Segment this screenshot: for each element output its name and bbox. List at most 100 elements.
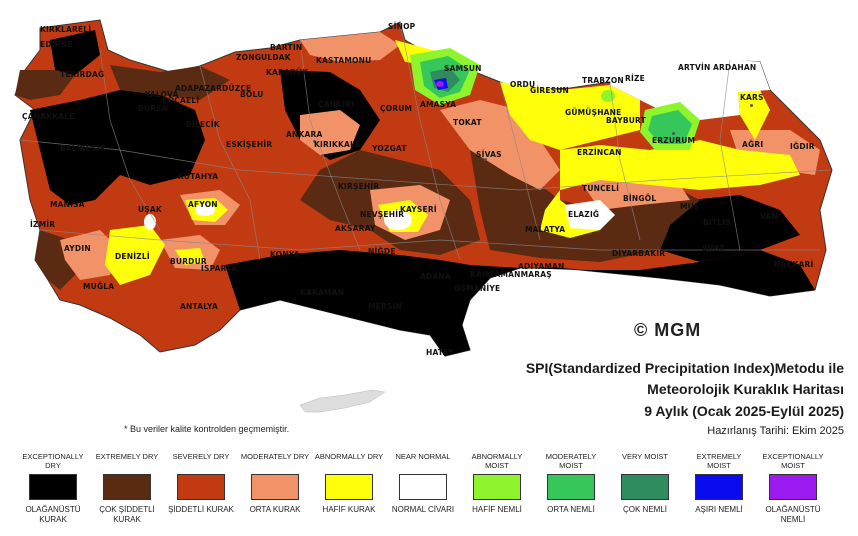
- legend-item-exceptionally-dry: EXCEPTIONALLY DRY OLAĞANÜSTÜ KURAK: [18, 452, 88, 525]
- abnormally-dry-kars: [738, 90, 770, 140]
- city-label-corum: ÇORUM: [380, 104, 413, 113]
- moderately-moist-erzurum: [648, 110, 692, 144]
- moderately-dry-north: [300, 32, 400, 62]
- city-label-nigde: NİĞDE: [368, 247, 396, 256]
- moderately-dry-east: [440, 100, 560, 190]
- city-label-bursa: BURSA: [138, 104, 168, 113]
- city-dot-kars: [750, 104, 753, 107]
- city-label-karaman: KARAMAN: [300, 288, 345, 297]
- city-label-hakkari: HAKKARİ: [774, 260, 814, 269]
- exceptionally-dry-south: [225, 250, 815, 356]
- city-label-burdur: BURDUR: [170, 257, 207, 266]
- legend-label-en: EXCEPTIONALLY MOIST: [762, 452, 824, 470]
- legend-label-en: SEVERELY DRY: [172, 452, 230, 461]
- legend-item-near-normal: NEAR NORMAL NORMAL CİVARI: [388, 452, 458, 515]
- city-label-kahramanmaras: KAHRAMANMARAŞ: [470, 270, 552, 279]
- city-label-ankara: ANKARA: [286, 130, 323, 139]
- city-label-kars: KARS: [740, 93, 764, 102]
- legend-item-very-moist: VERY MOIST ÇOK NEMLİ: [610, 452, 680, 515]
- city-label-siirt: SİİRT: [702, 244, 725, 253]
- exceptionally-dry-west: [30, 90, 205, 205]
- exceptionally-moist-samsun: [436, 81, 444, 87]
- legend-swatch: [251, 474, 299, 500]
- city-label-ordu: ORDU: [510, 80, 536, 89]
- city-label-elazig: ELAZIĞ: [568, 210, 600, 219]
- city-label-aksaray: AKSARAY: [335, 224, 376, 233]
- city-label-mersin: MERSİN: [368, 302, 403, 311]
- near-normal-nevsehir: [384, 210, 412, 230]
- near-normal-usak: [144, 214, 156, 230]
- city-label-tokat: TOKAT: [453, 118, 482, 127]
- near-normal-afyon: [195, 204, 215, 216]
- city-label-hatay: HATAY: [426, 348, 454, 357]
- city-label-tunceli: TUNCELİ: [582, 184, 620, 193]
- title-line-1: SPI(Standardized Precipitation Index)Met…: [525, 360, 844, 376]
- legend-label-en: EXTREMELY DRY: [95, 452, 159, 461]
- legend-label-tr: HAFİF KURAK: [322, 505, 376, 514]
- city-label-ardahan: ARDAHAN: [713, 63, 757, 72]
- legend-label-en: MODERATELY MOIST: [545, 452, 597, 470]
- city-label-karabuk: KARABÜK: [266, 68, 309, 77]
- legend-label-tr: OLAĞANÜSTÜ NEMLİ: [765, 505, 821, 524]
- city-label-erzurum: ERZURUM: [652, 136, 696, 145]
- legend-label-tr: HAFİF NEMLİ: [472, 505, 522, 514]
- city-label-kirsehir: KIRŞEHİR: [338, 182, 380, 191]
- extremely-dry-northwest: [110, 65, 230, 100]
- legend-label-en: EXCEPTIONALLY DRY: [22, 452, 84, 470]
- title-line-4: Hazırlanış Tarihi: Ekim 2025: [707, 425, 844, 437]
- city-label-duzce: DÜZCE: [222, 84, 252, 93]
- legend-label-tr: ORTA NEMLİ: [547, 505, 595, 514]
- drought-map: [14, 19, 833, 413]
- exceptionally-dry-southeast: [660, 195, 800, 262]
- moderately-dry-west: [60, 230, 120, 280]
- city-label-usak: UŞAK: [138, 205, 162, 214]
- city-dot-erzurum: [672, 132, 675, 135]
- legend-label-tr: OLAĞANÜSTÜ KURAK: [25, 505, 81, 524]
- legend-label-tr: ÇOK ŞİDDETLİ KURAK: [99, 505, 155, 524]
- city-label-samsun: SAMSUN: [444, 64, 482, 73]
- city-label-diyarbakir: DİYARBAKIR: [612, 249, 666, 258]
- legend-label-tr: ÇOK NEMLİ: [622, 505, 667, 514]
- city-label-yalova: YALOVA: [145, 90, 179, 99]
- city-label-mugla: MUĞLA: [83, 282, 115, 291]
- city-label-eskisehir: ESKİŞEHİR: [226, 140, 273, 149]
- city-label-kayseri: KAYSERİ: [400, 205, 437, 214]
- city-label-denizli: DENİZLİ: [115, 252, 150, 261]
- city-label-bingol: BİNGÖL: [623, 194, 657, 203]
- city-label-giresun: GİRESUN: [530, 86, 570, 95]
- city-label-kastamonu: KASTAMONU: [316, 56, 372, 65]
- city-label-adiyaman: ADIYAMAN: [518, 262, 565, 271]
- abnormally-dry-east: [540, 140, 800, 238]
- mgm-logo: © MGM: [634, 320, 702, 340]
- exceptionally-dry-thrace: [50, 30, 100, 75]
- city-label-edirne: EDİRNE: [40, 40, 73, 49]
- legend-item-abnormally-moist: ABNORMALLY MOIST HAFİF NEMLİ: [462, 452, 532, 515]
- city-label-kirikkale: KIRIKKALE: [314, 140, 361, 149]
- legend-swatch: [325, 474, 373, 500]
- city-label-osmaniye: OSMANİYE: [454, 284, 501, 293]
- legend-swatch: [769, 474, 817, 500]
- legend-label-en: MODERATELY DRY: [240, 452, 310, 461]
- city-label-afyon: AFYON: [188, 200, 218, 209]
- city-label-gumushane: GÜMÜŞHANE: [565, 108, 622, 117]
- map-title-block: SPI(Standardized Precipitation Index)Met…: [526, 358, 844, 440]
- title-line-2: Meteorolojik Kuraklık Haritası: [647, 381, 844, 397]
- city-label-mus: MUŞ: [680, 202, 700, 211]
- city-label-kirklareli: KIRKLARELİ: [40, 25, 92, 34]
- city-label-izmir: İZMİR: [30, 220, 56, 229]
- city-label-isparta: ISPARTA: [201, 264, 237, 273]
- city-label-bartin: BARTIN: [270, 43, 303, 52]
- legend-item-moderately-dry: MODERATELY DRY ORTA KURAK: [240, 452, 310, 515]
- legend-swatch: [177, 474, 225, 500]
- legend-swatch: [29, 474, 77, 500]
- city-label-van: VAN: [760, 212, 778, 221]
- city-label-sivas: SİVAS: [476, 150, 502, 159]
- legend-item-extremely-dry: EXTREMELY DRY ÇOK ŞİDDETLİ KURAK: [92, 452, 162, 525]
- legend-swatch: [621, 474, 669, 500]
- city-label-yozgat: YOZGAT: [372, 144, 407, 153]
- province-borders: [19, 21, 831, 261]
- legend-label-en: ABNORMALLY DRY: [314, 452, 384, 461]
- city-label-manisa: MANİSA: [50, 200, 85, 209]
- city-label-rize: RİZE: [625, 74, 645, 83]
- extremely-dry-thrace: [15, 70, 75, 100]
